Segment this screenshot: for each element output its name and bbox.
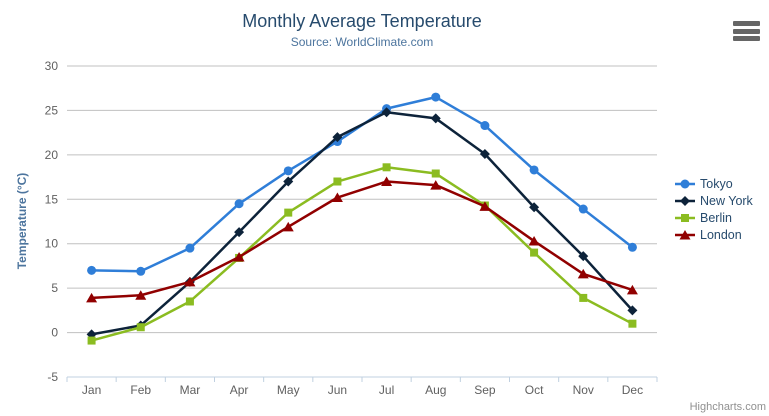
series-tokyo	[87, 92, 637, 276]
y-axis-label: 20	[45, 148, 59, 162]
legend: Tokyo New York Berlin London	[675, 175, 753, 243]
legend-label: New York	[700, 193, 753, 208]
square-marker-icon[interactable]	[579, 293, 588, 302]
hamburger-bar	[733, 36, 760, 41]
context-menu-button[interactable]	[733, 21, 760, 41]
x-axis-label: Aug	[425, 383, 446, 397]
triangle-marker-icon[interactable]	[184, 276, 196, 287]
circle-marker-icon[interactable]	[283, 166, 293, 176]
y-axis-label: -5	[47, 370, 58, 384]
circle-marker-icon[interactable]	[627, 242, 637, 252]
legend-item-london[interactable]: London	[675, 226, 753, 243]
diamond-marker-icon[interactable]	[283, 176, 294, 187]
triangle-marker-icon[interactable]	[577, 268, 589, 279]
y-axis-label: 15	[45, 192, 59, 206]
y-axis-label: 10	[45, 237, 59, 251]
legend-item-berlin[interactable]: Berlin	[675, 209, 753, 226]
series-line-london	[90, 180, 634, 300]
x-axis-label: Feb	[130, 383, 151, 397]
y-axis-label: 0	[51, 326, 58, 340]
triangle-marker-icon[interactable]	[86, 292, 98, 303]
diamond-marker-icon[interactable]	[578, 251, 589, 262]
circle-marker-icon[interactable]	[185, 243, 195, 253]
series-london	[86, 176, 638, 303]
legend-label: London	[700, 227, 742, 242]
legend-label: Berlin	[700, 210, 732, 225]
circle-marker-icon[interactable]	[578, 204, 588, 214]
x-axis-label: Oct	[525, 383, 544, 397]
y-axis-label: 25	[45, 103, 59, 117]
diamond-marker-icon[interactable]	[234, 227, 245, 238]
x-axis-label: Apr	[230, 383, 249, 397]
x-axis-label: Jun	[328, 383, 347, 397]
diamond-marker-icon[interactable]	[479, 148, 490, 159]
hamburger-bar	[733, 28, 760, 34]
circle-marker-icon[interactable]	[136, 266, 146, 276]
square-marker-icon[interactable]	[136, 323, 145, 332]
triangle-marker-icon[interactable]	[282, 221, 294, 232]
square-marker-icon[interactable]	[87, 336, 96, 345]
diamond-marker-icon[interactable]	[430, 113, 441, 124]
x-axis-label: Jul	[379, 383, 394, 397]
triangle-marker-icon[interactable]	[528, 236, 540, 246]
legend-marker-icon	[675, 195, 695, 206]
chart-title: Monthly Average Temperature	[242, 11, 482, 31]
series-new-york	[86, 107, 638, 340]
legend-label: Tokyo	[700, 176, 733, 191]
circle-marker-icon[interactable]	[87, 265, 97, 275]
x-axis-label: Jan	[82, 383, 101, 397]
series-line-berlin	[90, 166, 634, 342]
circle-marker-icon[interactable]	[529, 165, 539, 175]
triangle-marker-icon[interactable]	[479, 201, 491, 211]
hamburger-icon	[733, 21, 760, 41]
legend-marker-icon	[675, 229, 695, 240]
x-axis-label: May	[277, 383, 300, 397]
square-marker-icon[interactable]	[431, 169, 440, 178]
triangle-marker-icon[interactable]	[679, 229, 691, 240]
diamond-marker-icon[interactable]	[332, 132, 343, 143]
circle-marker-icon[interactable]	[680, 179, 690, 188]
x-axis-label: Dec	[622, 383, 643, 397]
hamburger-bar	[733, 21, 760, 26]
legend-item-tokyo[interactable]: Tokyo	[675, 175, 753, 192]
legend-marker-icon	[675, 179, 695, 188]
x-axis-label: Sep	[474, 383, 496, 397]
x-axis-label: Nov	[573, 383, 594, 397]
circle-marker-icon[interactable]	[480, 121, 490, 131]
legend-marker-icon	[675, 213, 695, 222]
diamond-marker-icon[interactable]	[680, 195, 690, 206]
triangle-marker-icon[interactable]	[135, 290, 147, 300]
triangle-marker-icon[interactable]	[331, 192, 343, 203]
triangle-marker-icon[interactable]	[626, 284, 638, 295]
chart-subtitle: Source: WorldClimate.com	[290, 35, 434, 49]
square-marker-icon[interactable]	[530, 248, 539, 257]
credits-link[interactable]: Highcharts.com	[689, 401, 766, 413]
circle-marker-icon[interactable]	[431, 92, 441, 102]
triangle-marker-icon[interactable]	[381, 176, 393, 187]
square-marker-icon[interactable]	[185, 297, 194, 306]
circle-marker-icon[interactable]	[234, 199, 244, 209]
x-axis-label: Mar	[180, 383, 201, 397]
legend-item-new-york[interactable]: New York	[675, 192, 753, 209]
square-marker-icon[interactable]	[333, 177, 342, 186]
diamond-marker-icon[interactable]	[381, 107, 392, 118]
square-marker-icon[interactable]	[681, 213, 689, 222]
diamond-marker-icon[interactable]	[529, 202, 540, 213]
square-marker-icon[interactable]	[284, 208, 293, 217]
series-line-new-york	[90, 110, 634, 336]
y-axis-label: 30	[45, 59, 59, 73]
square-marker-icon[interactable]	[382, 163, 391, 172]
series-line-tokyo	[90, 95, 634, 273]
triangle-marker-icon[interactable]	[430, 180, 442, 190]
diamond-marker-icon[interactable]	[627, 305, 638, 316]
y-axis-label: 5	[51, 281, 58, 295]
triangle-marker-icon[interactable]	[233, 252, 245, 262]
square-marker-icon[interactable]	[628, 319, 637, 328]
